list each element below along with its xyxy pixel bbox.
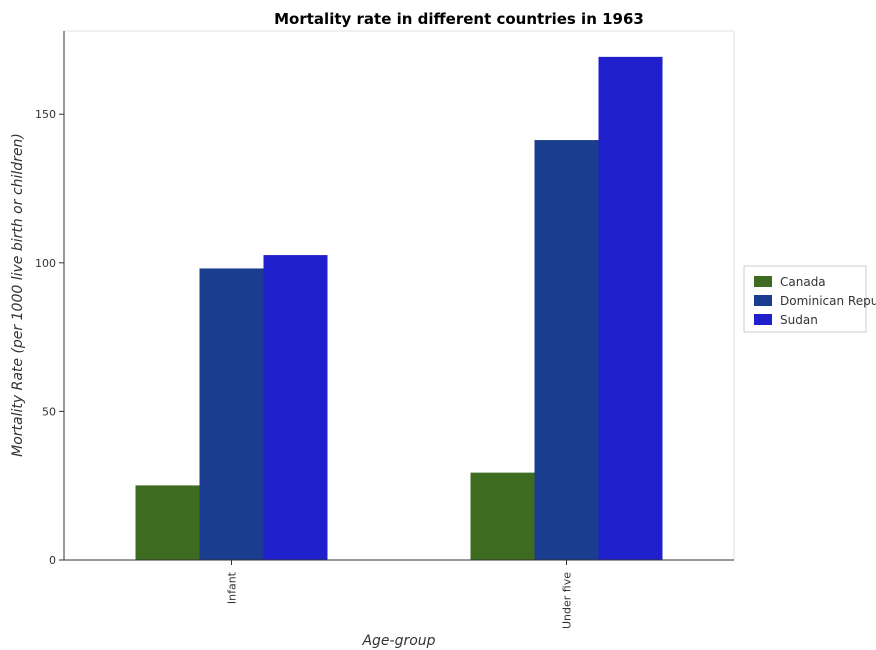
y-tick-label: 0: [49, 554, 56, 567]
x-tick-label: Under five: [561, 572, 574, 629]
x-tick-label: Infant: [226, 571, 239, 604]
x-axis: Infant Under five: [64, 559, 734, 629]
y-axis: 0 50 100 150: [35, 31, 65, 567]
y-tick-label: 50: [42, 405, 56, 418]
legend-swatch: [754, 295, 772, 306]
bars: [135, 56, 663, 561]
bar-sudan-infant: [263, 255, 328, 560]
legend-label: Dominican Republic: [780, 294, 876, 308]
legend-swatch: [754, 314, 772, 325]
legend-label: Sudan: [780, 313, 818, 327]
y-tick-label: 150: [35, 108, 56, 121]
legend-swatch: [754, 276, 772, 287]
bar-canada-infant: [135, 485, 200, 560]
chart-title: Mortality rate in different countries in…: [274, 10, 644, 28]
bar-dominican-republic-infant: [199, 268, 264, 560]
legend: Canada Dominican Republic Sudan: [743, 265, 876, 333]
legend-label: Canada: [780, 275, 826, 289]
bar-sudan-under-five: [598, 56, 663, 560]
x-axis-label: Age-group: [361, 633, 435, 649]
bar-dominican-republic-under-five: [534, 140, 599, 561]
bar-canada-under-five: [470, 472, 535, 560]
y-axis-label: Mortality Rate (per 1000 live birth or c…: [10, 133, 26, 457]
y-tick-label: 100: [35, 257, 56, 270]
